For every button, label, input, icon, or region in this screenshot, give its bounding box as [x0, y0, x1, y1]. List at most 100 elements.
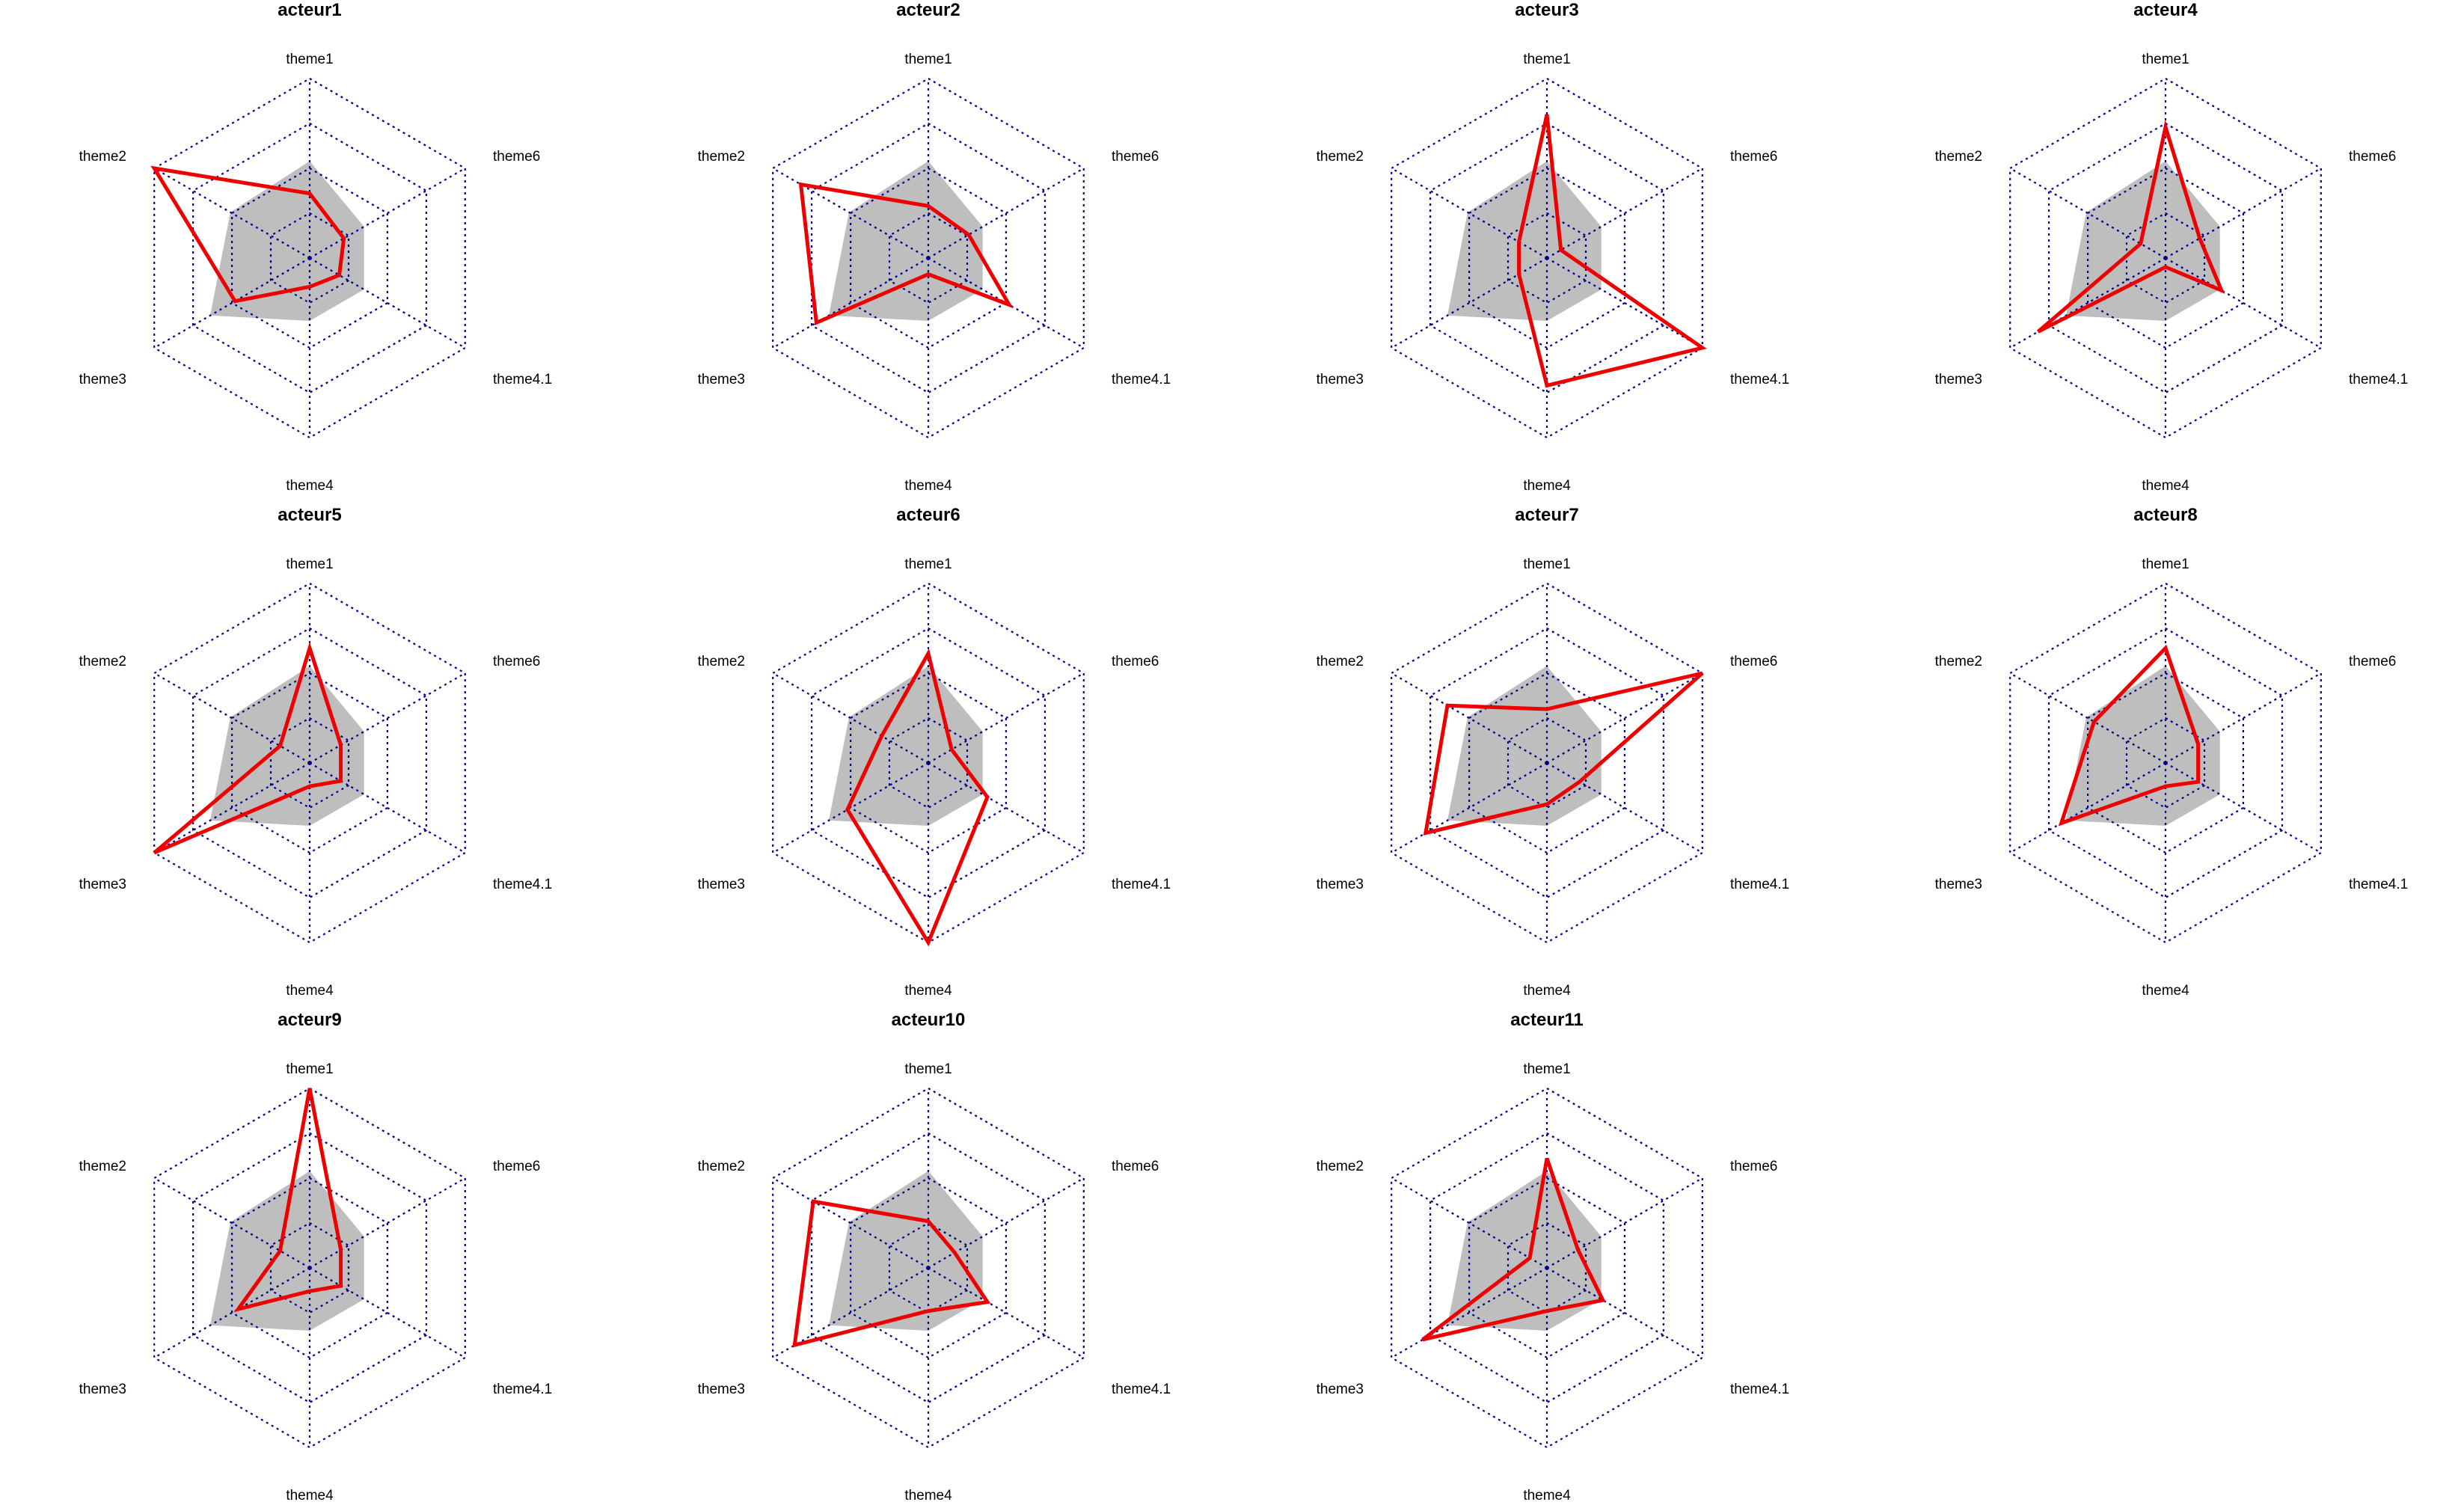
- panel-title: acteur2: [896, 0, 960, 20]
- axis-label-theme2: theme2: [79, 149, 126, 165]
- panel-title: acteur6: [896, 505, 960, 525]
- radar-panel-acteur6: theme1 theme6 theme4.1 theme4 theme3 theme2 ac…: [698, 505, 1171, 999]
- axis-label-theme4.1: theme4.1: [1730, 877, 1789, 892]
- actor-profile-line: [2058, 644, 2201, 827]
- actor-profile-line: [2036, 119, 2225, 334]
- axis-label-theme3: theme3: [698, 877, 745, 892]
- axis-label-theme6: theme6: [1730, 149, 1777, 165]
- axis-label-theme1: theme1: [904, 557, 951, 572]
- axis-label-theme1: theme1: [286, 557, 333, 572]
- panel-title: acteur3: [1515, 0, 1578, 20]
- axis-label-theme6: theme6: [2349, 654, 2396, 669]
- axis-label-theme4.1: theme4.1: [1112, 877, 1171, 892]
- axis-label-theme6: theme6: [2349, 149, 2396, 165]
- actor-profile-line: [233, 1088, 343, 1313]
- axis-label-theme2: theme2: [79, 1159, 126, 1174]
- average-profile-area: [210, 666, 364, 826]
- actor-profile-line: [1421, 1157, 1606, 1342]
- axis-label-theme4: theme4: [2142, 478, 2189, 494]
- radar-panel-acteur3: theme1 theme6 theme4.1 theme4 theme3 theme2 ac…: [1317, 0, 1790, 494]
- actor-profile-line: [153, 641, 343, 855]
- actor-profile-line: [845, 648, 990, 947]
- radar-panel-acteur4: theme1 theme6 theme4.1 theme4 theme3 theme2 ac…: [1935, 0, 2409, 494]
- axis-label-theme6: theme6: [493, 149, 540, 165]
- axis-label-theme3: theme3: [79, 1382, 126, 1397]
- axis-label-theme2: theme2: [1317, 1159, 1364, 1174]
- radar-panel-acteur8: theme1 theme6 theme4.1 theme4 theme3 theme2 ac…: [1935, 505, 2409, 999]
- axis-label-theme3: theme3: [1317, 372, 1364, 387]
- axis-label-theme1: theme1: [2142, 52, 2189, 67]
- axis-label-theme1: theme1: [1523, 1061, 1570, 1077]
- axis-label-theme2: theme2: [79, 654, 126, 669]
- axis-label-theme6: theme6: [1112, 149, 1159, 165]
- axis-label-theme2: theme2: [1935, 149, 1982, 165]
- axis-label-theme1: theme1: [2142, 557, 2189, 572]
- axis-label-theme4: theme4: [286, 983, 334, 999]
- panel-title: acteur9: [278, 1010, 341, 1030]
- average-profile-area: [829, 666, 983, 826]
- axis-label-theme4: theme4: [286, 1488, 334, 1504]
- axis-label-theme4.1: theme4.1: [2349, 372, 2408, 387]
- axis-label-theme6: theme6: [1112, 1159, 1159, 1174]
- axis-label-theme6: theme6: [493, 1159, 540, 1174]
- radar-panel-acteur5: theme1 theme6 theme4.1 theme4 theme3 theme2 ac…: [79, 505, 553, 999]
- average-profile-area: [1447, 161, 1602, 321]
- actor-profile-line: [792, 1199, 991, 1348]
- axis-label-theme2: theme2: [698, 149, 745, 165]
- panel-title: acteur11: [1510, 1010, 1583, 1030]
- panel-title: acteur10: [892, 1010, 966, 1030]
- axis-label-theme4: theme4: [1523, 1488, 1571, 1504]
- axis-label-theme3: theme3: [698, 1382, 745, 1397]
- radar-panel-acteur2: theme1 theme6 theme4.1 theme4 theme3 theme2 ac…: [698, 0, 1171, 494]
- axis-label-theme3: theme3: [1935, 372, 1982, 387]
- axis-label-theme6: theme6: [1730, 654, 1777, 669]
- axis-label-theme3: theme3: [1317, 1382, 1364, 1397]
- panel-title: acteur7: [1515, 505, 1578, 525]
- axis-label-theme4.1: theme4.1: [493, 877, 552, 892]
- radar-panel-acteur7: theme1 theme6 theme4.1 theme4 theme3 theme2 ac…: [1317, 505, 1790, 999]
- axis-label-theme2: theme2: [1935, 654, 1982, 669]
- axis-label-theme4: theme4: [1523, 983, 1571, 999]
- axis-label-theme6: theme6: [493, 654, 540, 669]
- radar-panel-acteur11: theme1 theme6 theme4.1 theme4 theme3 theme2 ac…: [1317, 1010, 1790, 1504]
- actor-profile-line: [150, 165, 346, 304]
- axis-label-theme4.1: theme4.1: [1112, 372, 1171, 387]
- axis-label-theme4: theme4: [904, 983, 952, 999]
- axis-label-theme6: theme6: [1112, 654, 1159, 669]
- panel-title: acteur4: [2133, 0, 2198, 20]
- actor-profile-line: [798, 182, 1014, 326]
- axis-label-theme1: theme1: [286, 1061, 333, 1077]
- actor-profile-line: [1517, 114, 1707, 388]
- axis-label-theme3: theme3: [1935, 877, 1982, 892]
- axis-label-theme3: theme3: [79, 372, 126, 387]
- axis-label-theme1: theme1: [1523, 52, 1570, 67]
- axis-label-theme6: theme6: [1730, 1159, 1777, 1174]
- axis-label-theme4.1: theme4.1: [1730, 1382, 1789, 1397]
- axis-label-theme2: theme2: [1317, 654, 1364, 669]
- axis-label-theme2: theme2: [1317, 149, 1364, 165]
- axis-label-theme1: theme1: [286, 52, 333, 67]
- average-profile-area: [210, 1171, 364, 1331]
- radar-panel-acteur9: theme1 theme6 theme4.1 theme4 theme3 theme2 ac…: [79, 1010, 553, 1504]
- axis-label-theme4.1: theme4.1: [1112, 1382, 1171, 1397]
- axis-label-theme4.1: theme4.1: [1730, 372, 1789, 387]
- axis-label-theme4: theme4: [2142, 983, 2189, 999]
- axis-label-theme4: theme4: [286, 478, 334, 494]
- axis-label-theme3: theme3: [698, 372, 745, 387]
- axis-label-theme1: theme1: [904, 52, 951, 67]
- axis-label-theme1: theme1: [904, 1061, 951, 1077]
- axis-label-theme4.1: theme4.1: [493, 1382, 552, 1397]
- axis-label-theme3: theme3: [79, 877, 126, 892]
- axis-label-theme4.1: theme4.1: [2349, 877, 2408, 892]
- axis-label-theme2: theme2: [698, 654, 745, 669]
- actor-profile-line: [1423, 671, 1704, 836]
- average-profile-area: [1447, 666, 1602, 826]
- axis-label-theme4: theme4: [904, 478, 952, 494]
- average-profile-area: [829, 161, 983, 321]
- axis-label-theme3: theme3: [1317, 877, 1364, 892]
- axis-label-theme4.1: theme4.1: [493, 372, 552, 387]
- panel-title: acteur5: [278, 505, 341, 525]
- axis-label-theme4: theme4: [904, 1488, 952, 1504]
- radar-panel-acteur1: theme1 theme6 theme4.1 theme4 theme3 theme2 ac…: [79, 0, 553, 494]
- axis-label-theme4: theme4: [1523, 478, 1571, 494]
